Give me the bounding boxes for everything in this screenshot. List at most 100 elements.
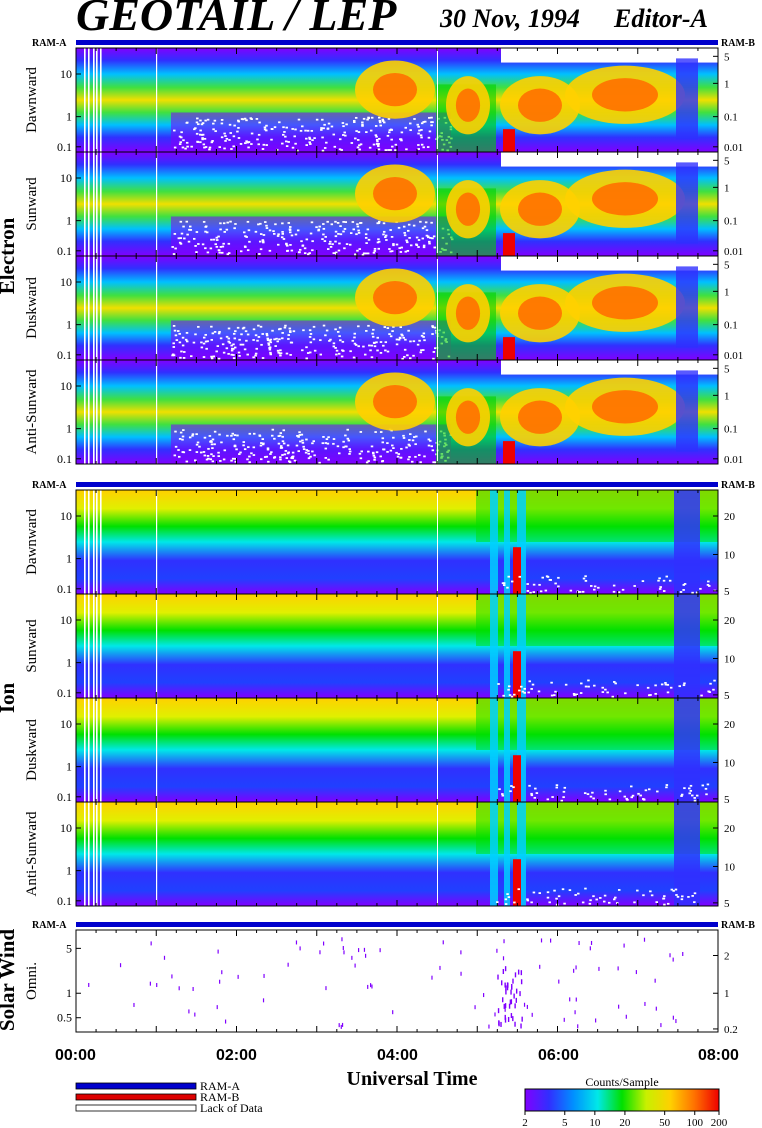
data-gap bbox=[664, 683, 668, 686]
y-tick-label: 10 bbox=[60, 275, 72, 289]
data-gap bbox=[375, 451, 379, 454]
y-tick-label: 0.1 bbox=[57, 686, 72, 700]
data-gap bbox=[195, 443, 199, 446]
lack-of-data-stripe bbox=[88, 256, 90, 360]
data-gap bbox=[557, 895, 561, 898]
data-gap bbox=[513, 693, 516, 696]
data-gap bbox=[286, 452, 290, 455]
data-gap bbox=[283, 131, 286, 133]
data-gap bbox=[422, 246, 426, 249]
data-gap bbox=[199, 129, 202, 132]
data-gap bbox=[399, 138, 403, 141]
figure-date: 30 Nov, 1994 bbox=[440, 4, 580, 33]
data-gap bbox=[278, 121, 281, 124]
data-gap bbox=[212, 455, 215, 457]
data-gap bbox=[223, 147, 226, 150]
flux-peak bbox=[373, 176, 417, 211]
flux-peak bbox=[518, 192, 562, 226]
data-gap bbox=[572, 692, 576, 695]
data-gap bbox=[427, 136, 431, 139]
data-gap bbox=[573, 694, 576, 696]
data-gap bbox=[190, 355, 193, 358]
data-gap bbox=[245, 140, 248, 143]
ram-bar bbox=[76, 482, 718, 487]
data-gap bbox=[413, 118, 416, 120]
data-gap bbox=[230, 459, 233, 462]
data-gap bbox=[179, 141, 182, 144]
data-gap bbox=[206, 454, 210, 457]
data-gap bbox=[209, 458, 213, 461]
data-point bbox=[219, 979, 221, 984]
data-gap bbox=[245, 339, 248, 342]
data-gap bbox=[186, 145, 189, 148]
data-gap bbox=[384, 234, 388, 237]
data-gap bbox=[273, 126, 277, 129]
data-gap bbox=[383, 326, 387, 328]
data-gap bbox=[612, 590, 616, 593]
data-gap bbox=[599, 897, 602, 899]
data-gap bbox=[382, 233, 385, 236]
data-gap bbox=[235, 448, 238, 451]
ram-b-flux bbox=[513, 651, 521, 698]
data-gap bbox=[339, 233, 343, 236]
data-gap bbox=[682, 589, 685, 591]
data-gap bbox=[324, 447, 328, 450]
data-gap bbox=[362, 252, 366, 255]
data-gap bbox=[181, 344, 185, 347]
data-gap bbox=[232, 438, 236, 441]
y-tick-label: 10 bbox=[60, 171, 72, 185]
data-gap bbox=[636, 889, 639, 892]
data-gap bbox=[252, 339, 255, 341]
data-gap bbox=[431, 237, 434, 240]
data-gap bbox=[408, 439, 411, 441]
data-gap bbox=[581, 901, 585, 904]
data-gap bbox=[670, 888, 674, 891]
data-gap bbox=[262, 241, 265, 244]
data-gap bbox=[201, 122, 205, 124]
ram-bar bbox=[76, 922, 718, 927]
data-gap bbox=[245, 119, 248, 122]
data-point bbox=[539, 964, 541, 969]
data-gap bbox=[291, 146, 295, 149]
data-gap bbox=[592, 895, 595, 898]
data-gap bbox=[183, 237, 186, 240]
data-gap bbox=[426, 146, 430, 148]
data-gap bbox=[297, 435, 300, 438]
data-gap bbox=[305, 238, 309, 241]
data-gap bbox=[321, 238, 324, 241]
data-gap bbox=[227, 337, 231, 340]
data-gap bbox=[313, 349, 317, 352]
data-point bbox=[577, 1024, 579, 1029]
data-gap bbox=[186, 121, 189, 124]
data-gap bbox=[370, 445, 374, 448]
y2-tick-label: 20 bbox=[724, 511, 736, 523]
data-gap bbox=[546, 896, 550, 899]
data-gap bbox=[388, 131, 391, 134]
data-gap bbox=[376, 222, 379, 225]
data-gap bbox=[376, 336, 379, 339]
data-gap bbox=[379, 431, 383, 433]
data-gap bbox=[219, 228, 222, 231]
data-gap bbox=[541, 576, 544, 579]
spectrogram-panel bbox=[75, 47, 719, 153]
data-gap bbox=[273, 456, 277, 458]
data-gap bbox=[353, 119, 356, 122]
data-gap bbox=[246, 141, 249, 144]
data-gap bbox=[330, 223, 334, 226]
data-gap bbox=[544, 589, 548, 592]
data-gap bbox=[308, 329, 312, 332]
data-gap bbox=[397, 226, 401, 229]
data-gap bbox=[202, 356, 206, 358]
data-point bbox=[439, 965, 441, 970]
data-gap bbox=[300, 433, 304, 436]
data-gap bbox=[318, 225, 321, 228]
data-gap bbox=[226, 434, 229, 437]
data-gap bbox=[332, 342, 336, 345]
data-gap bbox=[196, 441, 200, 444]
data-gap bbox=[392, 243, 395, 245]
group-label: Electron bbox=[0, 217, 19, 294]
data-gap bbox=[257, 223, 260, 226]
data-gap bbox=[172, 354, 176, 357]
data-gap bbox=[252, 328, 256, 331]
lack-of-data-stripe bbox=[96, 594, 98, 698]
